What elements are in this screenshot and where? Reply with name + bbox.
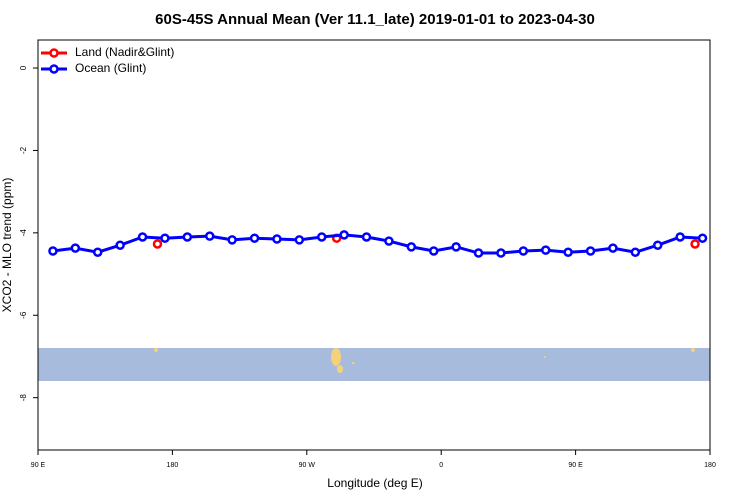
data-point	[652, 240, 663, 250]
data-point	[115, 240, 125, 250]
legend-label: Ocean (Glint)	[75, 61, 146, 75]
data-point	[473, 248, 484, 258]
y-tick-label: -6	[19, 311, 28, 319]
data-point	[361, 232, 372, 242]
map-ocean	[38, 348, 710, 381]
data-point	[204, 231, 215, 241]
x-tick-label: 0	[439, 462, 443, 469]
data-point	[48, 246, 58, 256]
data-point	[585, 246, 596, 256]
x-tick-label: 90 E	[31, 462, 46, 469]
legend-marker	[49, 64, 59, 74]
x-tick-label: 180	[704, 462, 716, 469]
data-point	[92, 247, 103, 257]
data-point	[339, 230, 349, 240]
data-point	[384, 236, 394, 246]
x-tick-label: 180	[167, 462, 179, 469]
data-point	[608, 243, 618, 253]
series-line	[52, 233, 703, 255]
data-point	[675, 232, 685, 242]
x-tick-label: 90 W	[299, 462, 316, 469]
data-point	[563, 247, 573, 257]
data-point	[137, 232, 148, 242]
legend-label: Land (Nadir&Glint)	[75, 45, 174, 59]
data-point	[690, 239, 700, 249]
x-tick-label: 90 E	[568, 462, 583, 469]
data-point	[152, 239, 163, 249]
data-point	[540, 245, 551, 255]
data-point	[70, 243, 81, 253]
data-point	[182, 232, 193, 242]
y-tick-label: -8	[19, 394, 28, 402]
data-point	[249, 233, 260, 243]
data-point	[451, 242, 461, 252]
data-point	[227, 235, 237, 245]
chart-title: 60S-45S Annual Mean (Ver 11.1_late) 2019…	[155, 11, 595, 28]
data-point	[272, 234, 282, 244]
plot-frame	[37, 39, 711, 451]
data-point	[316, 232, 327, 242]
y-tick-label: 0	[19, 65, 28, 70]
data-point	[406, 242, 417, 252]
legend-marker	[49, 48, 59, 58]
data-point	[630, 247, 641, 257]
y-axis-label: XCO2 - MLO trend (ppm)	[0, 178, 14, 313]
data-point	[160, 233, 170, 243]
data-point	[428, 246, 439, 256]
data-point	[496, 248, 506, 258]
data-point	[294, 235, 305, 245]
x-axis-label: Longitude (deg E)	[327, 476, 422, 490]
map-land	[154, 348, 695, 373]
data-point	[697, 233, 708, 243]
data-point	[518, 246, 529, 256]
y-tick-label: -4	[19, 229, 28, 237]
y-tick-label: -2	[19, 146, 28, 154]
